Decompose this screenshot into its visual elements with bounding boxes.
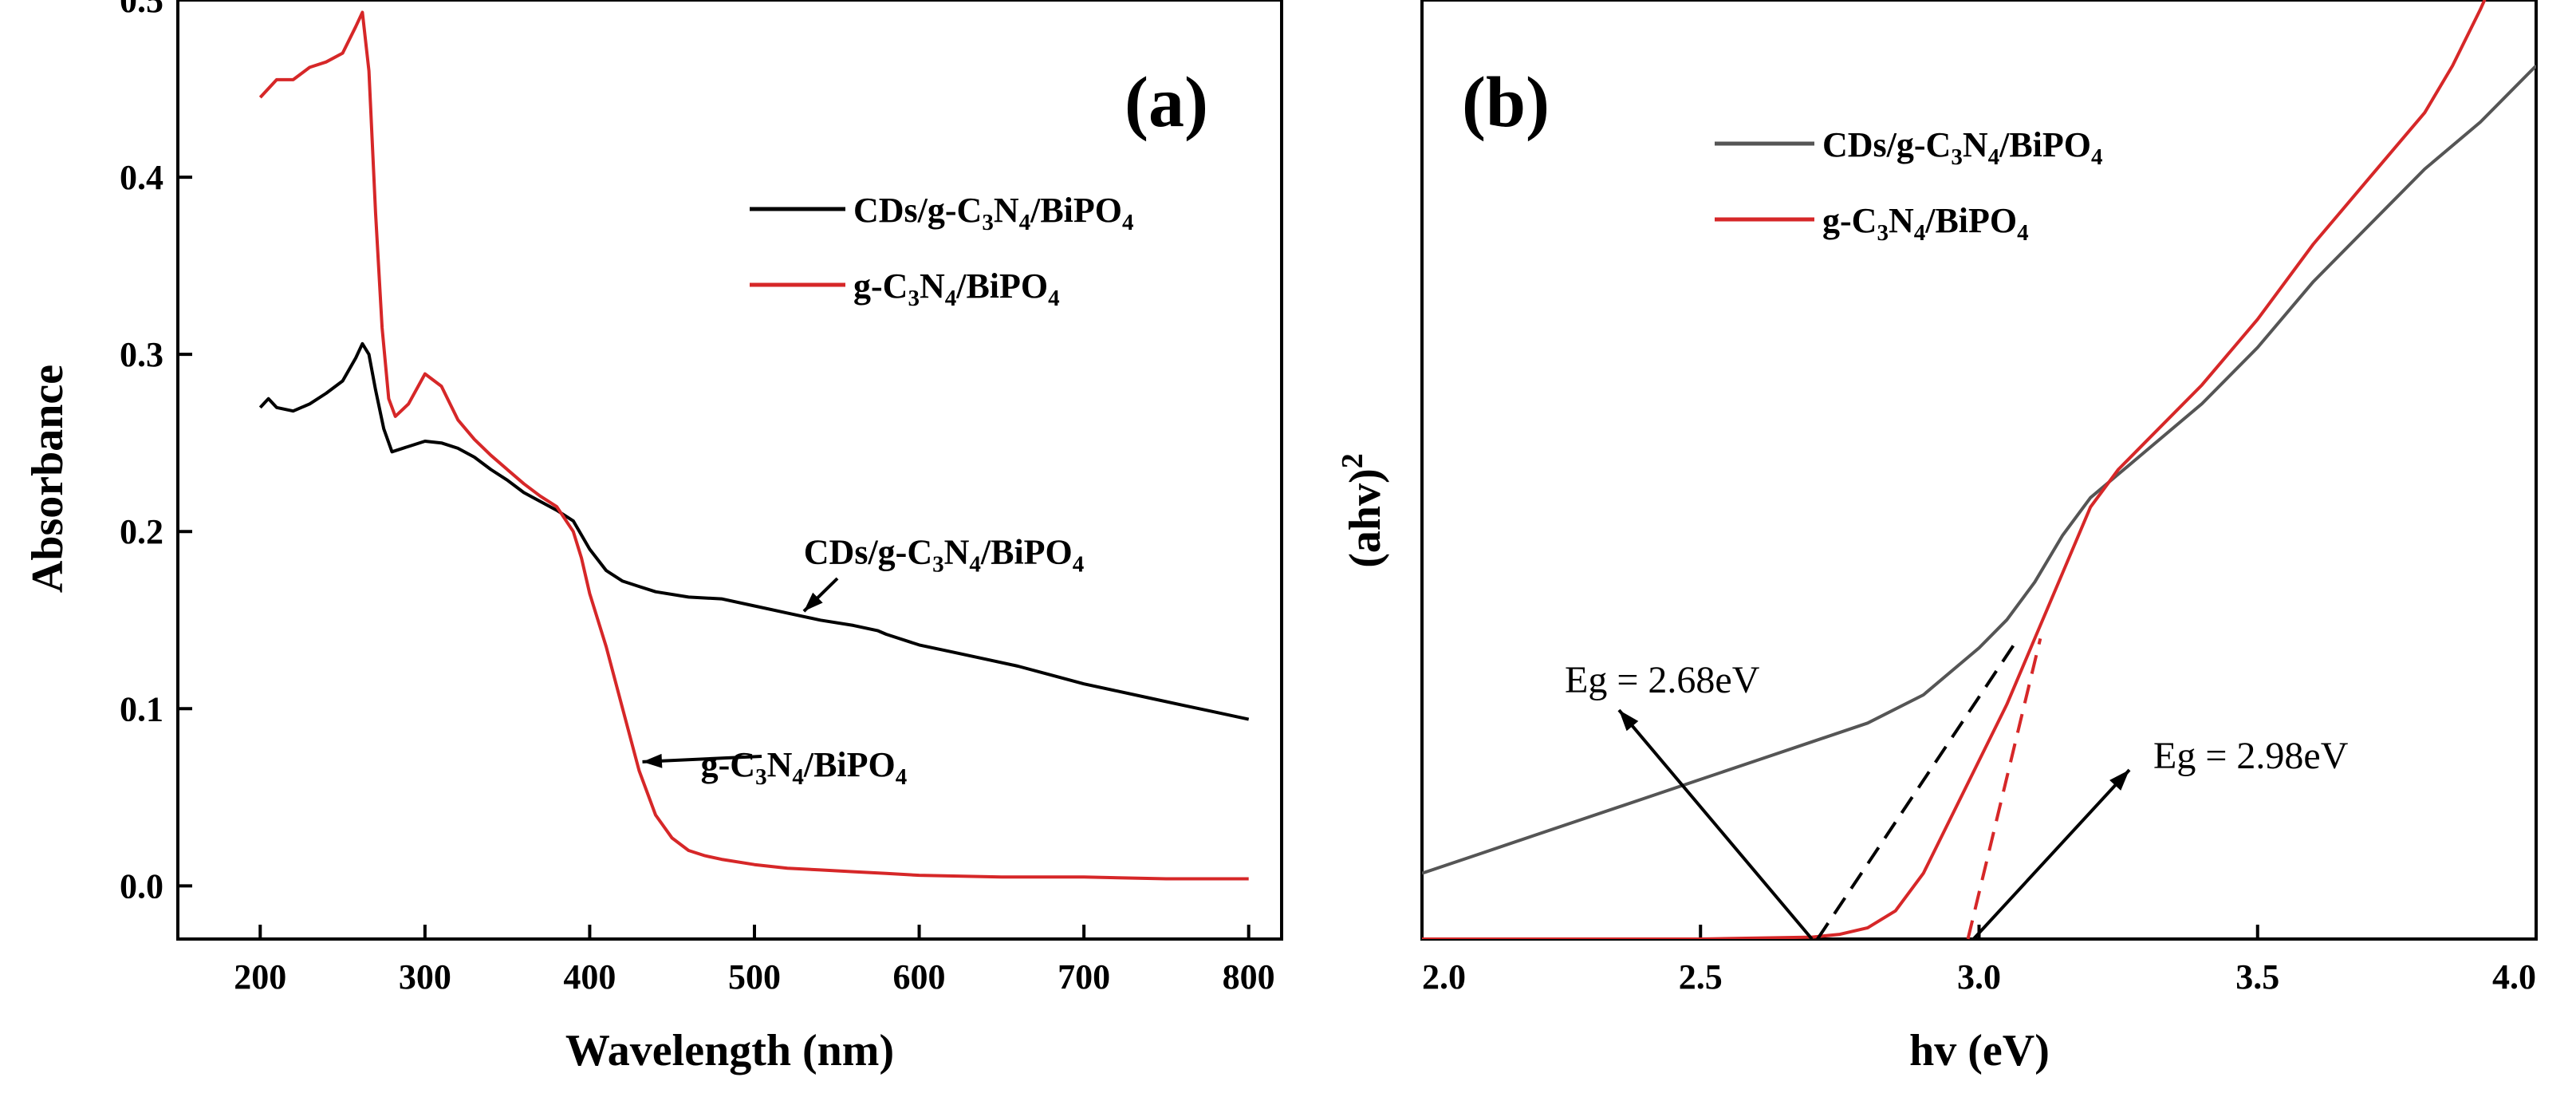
subscript: 4	[1122, 210, 1134, 235]
panel-b-ticks: 2.0 2.5 3.0 3.5 4.0	[1420, 925, 2538, 996]
text-run: g-C	[853, 266, 908, 306]
panel-a-annotation-label-1: CDs/g-C3N4/BiPO4	[804, 532, 1085, 577]
panel-a-y-tick-label: 0.3	[120, 335, 163, 374]
panel-b-x-axis-title: hv (eV)	[1909, 1026, 2050, 1075]
panel-a-series	[258, 10, 1250, 881]
panel-a-y-tick-label: 0.4	[120, 158, 163, 197]
subscript: 4	[896, 764, 908, 790]
panel-b-annotation-label-1: Eg = 2.68eV	[1565, 659, 1760, 701]
panel-b-series-line-1	[1422, 64, 2536, 875]
text-run: CDs/g-C	[1822, 125, 1951, 164]
text-run: N	[1963, 125, 1988, 164]
text-run: CDs/g-C	[853, 191, 982, 230]
subscript: 4	[2017, 220, 2029, 246]
subscript: 3	[932, 551, 944, 577]
panel-a-x-tick-label: 700	[1058, 957, 1110, 996]
text-run: /BiPO	[955, 266, 1048, 306]
subscript: 4	[792, 764, 804, 790]
subscript: 4	[1019, 210, 1031, 235]
panel-b-tangent-line-2	[1966, 637, 2042, 940]
panel-a-legend-label-2: g-C3N4/BiPO4	[853, 266, 1060, 311]
subscript: 4	[2091, 144, 2103, 170]
text-run: /BiPO	[980, 532, 1073, 571]
panel-b-x-tick-label: 2.0	[1422, 957, 1466, 996]
text-run: N	[920, 266, 945, 306]
subscript: 4	[1073, 551, 1085, 577]
subscript: 3	[908, 286, 920, 311]
panel-b-legend-label-1: CDs/g-C3N4/BiPO4	[1822, 125, 2103, 170]
panel-a-label: (a)	[1125, 63, 1208, 142]
subscript: 3	[1877, 220, 1889, 246]
panel-b-x-tick-label: 4.0	[2492, 957, 2536, 996]
subscript: 4	[1914, 220, 1926, 246]
panel-a-x-tick-label: 600	[893, 957, 946, 996]
panel-b-series	[1422, 0, 2536, 941]
panel-a-annotation-label-2: g-C3N4/BiPO4	[701, 745, 908, 790]
text-run: g-C	[701, 745, 755, 784]
subscript: 4	[969, 551, 981, 577]
panel-b-annotation-arrow-1	[1617, 708, 1814, 941]
panel-a-x-tick-label: 400	[563, 957, 616, 996]
panel-a-y-axis-title: Absorbance	[23, 365, 73, 593]
panel-b-annotations: Eg = 2.68eV Eg = 2.98eV	[1565, 659, 2349, 941]
panel-b-tangent-line-1	[1816, 637, 2020, 941]
panel-b-label: (b)	[1462, 63, 1550, 142]
panel-a-x-tick-label: 200	[234, 957, 286, 996]
subscript: 4	[945, 286, 957, 311]
panel-a-y-tick-label: 0.2	[120, 512, 163, 551]
panel-b-legend-label-2: g-C3N4/BiPO4	[1822, 201, 2029, 246]
panel-b-tauc-plot: 2.0 2.5 3.0 3.5 4.0 Eg = 2.68eV Eg = 2.98eV C…	[1336, 0, 2538, 1075]
subscript: 4	[1048, 286, 1060, 311]
text-run: /BiPO	[1924, 201, 2017, 240]
subscript: 3	[1951, 144, 1963, 170]
text-run: N	[944, 532, 970, 571]
text-run: N	[994, 191, 1019, 230]
panel-a-y-tick-label: 0.0	[120, 866, 163, 906]
text-run: N	[767, 745, 793, 784]
panel-a-ticks: 200 300 400 500 600 700 800 0.0 0.1 0.2 0.3 0.4 0.5	[120, 0, 1275, 996]
panel-b-y-axis-title-superscript: 2	[1336, 453, 1369, 468]
panel-a-x-tick-label: 800	[1223, 957, 1275, 996]
panel-a-plot-frame	[176, 0, 1283, 941]
panel-b-annotation-arrowhead-2	[2109, 770, 2129, 791]
text-run: CDs/g-C	[804, 532, 932, 571]
text-run: N	[1889, 201, 1914, 240]
panel-b-series-line-2	[1422, 0, 2487, 939]
panel-a-annotation-arrow-2	[642, 755, 762, 764]
text-run: /BiPO	[803, 745, 896, 784]
panel-a-uv-vis: 200 300 400 500 600 700 8000.00.10.20.30.40.5 …	[23, 0, 1283, 1075]
text-run: /BiPO	[1030, 191, 1122, 230]
text-run: /BiPO	[1999, 125, 2091, 164]
panel-a-x-tick-label: 500	[728, 957, 781, 996]
panel-b-x-tick-label: 3.5	[2235, 957, 2279, 996]
panel-a-y-tick-label: 0.1	[120, 689, 163, 728]
panel-b-y-axis-title-main: (ahv)	[1341, 468, 1390, 567]
panel-a-series-line-2	[258, 10, 1249, 881]
panel-a-annotation-arrowhead-2	[642, 753, 663, 768]
panel-a-annotation-arrowhead-1	[803, 592, 823, 612]
panel-a-y-tick-label: 0.5	[120, 0, 163, 20]
subscript: 4	[1988, 144, 2000, 170]
subscript: 3	[755, 764, 767, 790]
panel-a-legend-label-1: CDs/g-C3N4/BiPO4	[853, 191, 1134, 235]
panel-b-annotation-label-2: Eg = 2.98eV	[2153, 735, 2349, 777]
panel-b-annotation-arrow-2	[1972, 768, 2131, 941]
panel-a-x-axis-title: Wavelength (nm)	[565, 1026, 894, 1075]
subscript: 3	[982, 210, 994, 235]
panel-b-x-tick-label: 2.5	[1679, 957, 1723, 996]
panel-b-annotation-arrowhead-1	[1619, 710, 1639, 732]
text-run: g-C	[1822, 201, 1877, 240]
panel-b-y-axis-title: (ahv)2	[1336, 453, 1390, 567]
panel-a-series-line-1	[258, 341, 1250, 721]
panel-a-x-tick-label: 300	[399, 957, 451, 996]
panel-b-x-tick-label: 3.0	[1957, 957, 2001, 996]
